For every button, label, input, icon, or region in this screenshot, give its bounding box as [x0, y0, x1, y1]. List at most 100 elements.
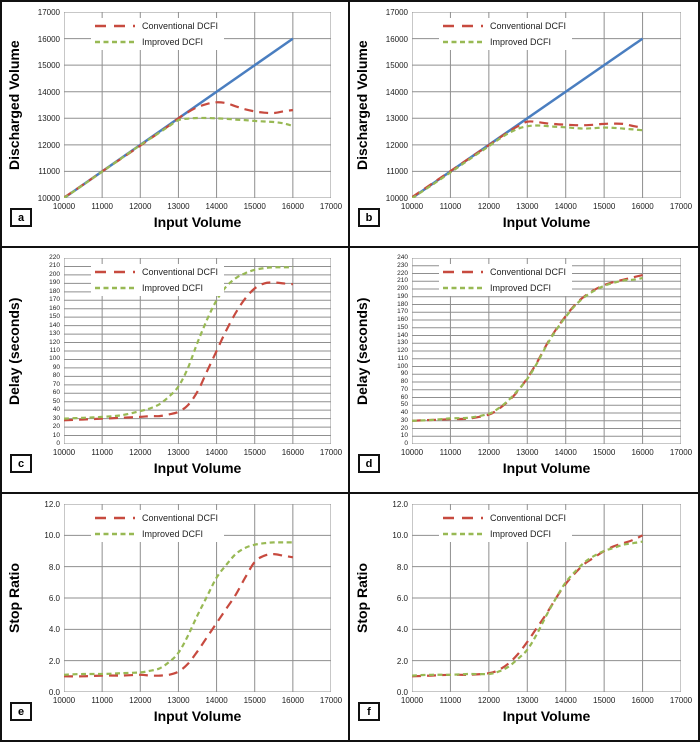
x-tick-label: 14000: [554, 202, 577, 211]
legend-label: Conventional DCFI: [142, 267, 219, 277]
panel-letter-badge: d: [358, 454, 380, 473]
series-improved-dcfi-line: [64, 116, 294, 198]
legend-label: Conventional DCFI: [490, 267, 567, 277]
y-tick-label: 100: [49, 355, 60, 363]
x-tick-label: 11000: [91, 448, 113, 457]
y-tick-label: 120: [49, 338, 60, 346]
y-tick-label: 220: [397, 269, 408, 277]
legend-label: Conventional DCFI: [490, 21, 567, 31]
y-tick-label: 6.0: [48, 594, 60, 603]
x-tick-label: 15000: [593, 202, 616, 211]
x-axis-title: Input Volume: [502, 214, 591, 230]
y-tick-label: 190: [49, 279, 60, 287]
series-conventional-dcfi-line: [64, 281, 293, 422]
y-tick-label: 110: [49, 347, 60, 354]
y-tick-label: 30: [52, 414, 60, 422]
legend: Conventional DCFI Improved DCFI: [439, 510, 573, 542]
y-tick-label: 70: [400, 385, 408, 393]
x-tick-label: 11000: [439, 202, 462, 211]
x-tick-label: 11000: [439, 448, 462, 457]
legend: Conventional DCFI Improved DCFI: [439, 264, 573, 296]
x-tick-label: 13000: [516, 448, 539, 457]
y-tick-label: 160: [397, 316, 408, 323]
series-improved-dcfi-line: [412, 124, 643, 198]
x-tick-label: 14000: [554, 448, 577, 457]
legend-item: Conventional DCFI: [443, 21, 566, 31]
y-tick-label: 180: [49, 287, 60, 295]
y-tick-label: 0: [56, 440, 60, 447]
y-tick-label: 8.0: [48, 562, 60, 572]
panel-f: 10000 11000 12000 13000 14000 15000 16000 17000…: [350, 494, 698, 740]
x-tick-label: 12000: [477, 696, 500, 705]
x-tick-label: 16000: [281, 448, 304, 457]
panel-c: 10000 11000 12000 13000 14000 15000 16000 17000…: [2, 248, 350, 494]
legend-label: Conventional DCFI: [142, 513, 219, 523]
y-tick-label: 12.0: [392, 500, 408, 509]
series-improved-dcfi-line: [64, 266, 293, 420]
x-tick-label: 16000: [631, 696, 654, 705]
legend-item: Improved DCFI: [443, 37, 566, 47]
y-tick-label: 130: [397, 339, 408, 347]
y-axis-title: Discharged Volume: [354, 40, 370, 170]
legend-item: Conventional DCFI: [443, 513, 566, 523]
x-tick-label: 16000: [631, 448, 654, 457]
x-tick-label: 13000: [167, 448, 190, 457]
legend: Conventional DCFI Improved DCFI: [91, 264, 225, 296]
legend-conventional-dcfi-dash-icon: [443, 24, 483, 28]
x-tick-label: 14000: [205, 448, 228, 457]
y-tick-label: 11000: [386, 167, 408, 177]
legend-conventional-dcfi-dash-icon: [95, 24, 135, 28]
legend-label: Improved DCFI: [142, 529, 204, 539]
legend-item: Conventional DCFI: [95, 267, 218, 277]
legend-label: Conventional DCFI: [490, 513, 567, 523]
x-tick-label: 13000: [167, 696, 190, 705]
panel-d: 10000 11000 12000 13000 14000 15000 16000 17000…: [350, 248, 698, 494]
y-tick-label: 180: [397, 300, 408, 308]
y-tick-label: 0.0: [48, 688, 60, 697]
x-tick-label: 14000: [554, 696, 577, 705]
x-tick-label: 15000: [243, 202, 266, 211]
y-tick-label: 150: [49, 313, 60, 321]
x-tick-label: 17000: [319, 696, 343, 705]
y-tick-label: 160: [49, 304, 60, 312]
legend-item: Conventional DCFI: [95, 513, 218, 523]
panel-letter-badge: b: [358, 208, 380, 227]
y-tick-label: 15000: [385, 61, 408, 71]
legend-improved-dcfi-dash-icon: [443, 40, 483, 44]
legend-conventional-dcfi-dash-icon: [95, 516, 135, 520]
x-tick-label: 13000: [516, 202, 539, 211]
y-tick-label: 240: [397, 254, 408, 261]
y-tick-label: 170: [397, 308, 408, 316]
legend-improved-dcfi-dash-icon: [443, 286, 483, 290]
y-tick-label: 12000: [37, 140, 60, 150]
y-tick-label: 50: [400, 401, 408, 409]
y-tick-label: 150: [397, 323, 408, 331]
y-tick-label: 110: [397, 354, 408, 362]
y-tick-label: 30: [400, 416, 408, 424]
series-improved-dcfi-line: [412, 540, 643, 677]
y-tick-label: 130: [49, 330, 60, 338]
y-tick-label: 8.0: [396, 562, 408, 572]
x-tick-label: 17000: [669, 696, 693, 705]
y-tick-label: 10: [400, 432, 408, 440]
y-tick-label: 15000: [37, 61, 60, 71]
legend-item: Improved DCFI: [95, 529, 218, 539]
legend-label: Improved DCFI: [490, 529, 552, 539]
legend-conventional-dcfi-dash-icon: [443, 270, 483, 274]
legend-conventional-dcfi-dash-icon: [443, 516, 483, 520]
y-tick-label: 140: [49, 321, 60, 329]
y-tick-label: 50: [52, 397, 60, 405]
y-tick-label: 14000: [37, 87, 60, 97]
legend-item: Improved DCFI: [443, 283, 566, 293]
legend-item: Conventional DCFI: [95, 21, 218, 31]
y-axis-title: Stop Ratio: [6, 563, 22, 633]
x-tick-label: 11000: [91, 202, 113, 211]
legend-label: Improved DCFI: [490, 283, 552, 293]
y-tick-label: 40: [400, 409, 408, 416]
x-tick-label: 10000: [52, 696, 76, 705]
x-tick-label: 14000: [205, 696, 228, 705]
panel-e: 10000 11000 12000 13000 14000 15000 16000 17000…: [2, 494, 350, 740]
series-improved-dcfi-line: [64, 541, 293, 676]
y-tick-label: 40: [52, 406, 60, 414]
